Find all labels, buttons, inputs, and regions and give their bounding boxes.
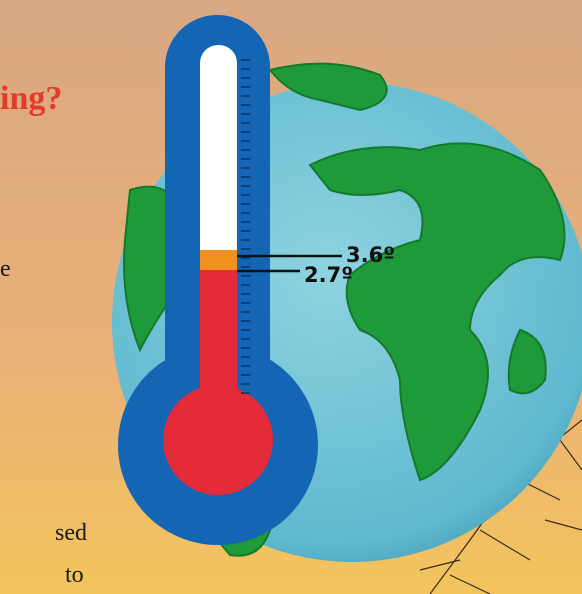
orange-band bbox=[200, 250, 237, 272]
text-fragment: e bbox=[0, 256, 11, 282]
text-fragment: to bbox=[65, 562, 84, 588]
heading: ing? bbox=[0, 80, 63, 117]
thermometer-bulb bbox=[163, 385, 273, 495]
temp-label: 2.7º bbox=[304, 263, 353, 287]
text-fragment: sed bbox=[55, 520, 87, 546]
tick-marks bbox=[241, 59, 250, 394]
thermometer: 3.6º 2.7º bbox=[118, 15, 395, 545]
temp-label: 3.6º bbox=[346, 243, 395, 267]
